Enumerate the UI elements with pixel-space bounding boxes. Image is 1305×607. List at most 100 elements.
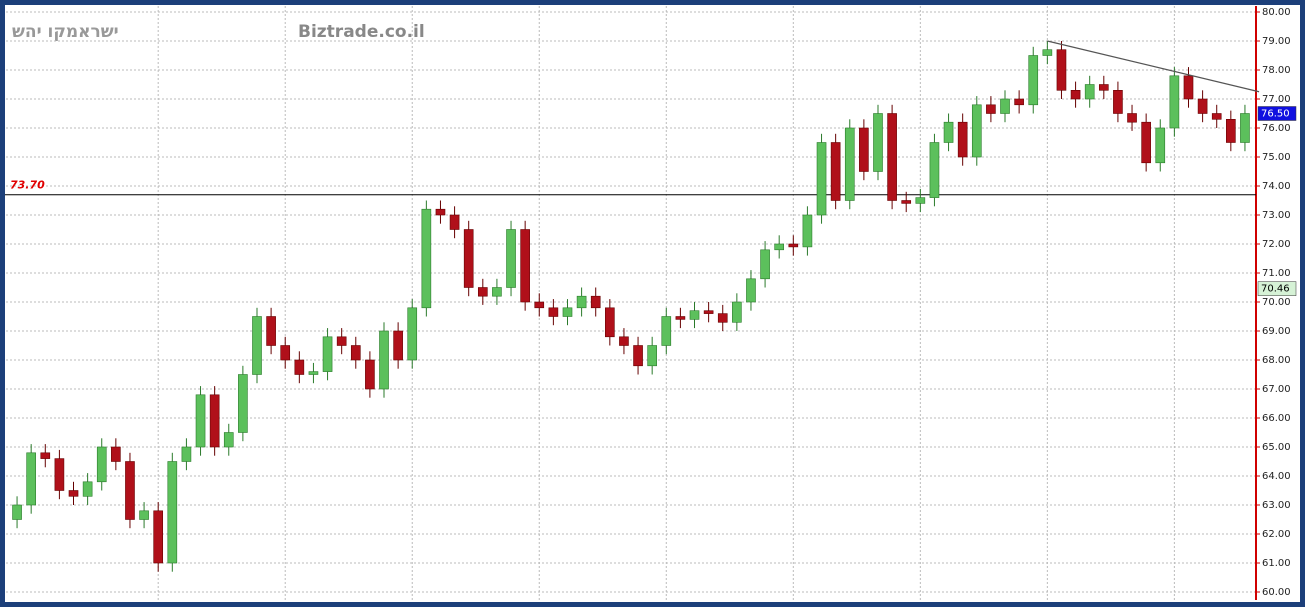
y-tick-label: 75.00 bbox=[1262, 152, 1291, 163]
candle-body bbox=[393, 330, 403, 361]
candle-body bbox=[421, 208, 432, 309]
candle-body bbox=[1113, 90, 1123, 114]
candle-body bbox=[1098, 84, 1109, 91]
candle-body bbox=[379, 330, 389, 390]
candle-body bbox=[915, 197, 926, 204]
horizontal-line-label: 73.70 bbox=[10, 179, 45, 192]
candle-body bbox=[153, 510, 164, 564]
candle-body bbox=[929, 142, 940, 198]
candle-body bbox=[746, 278, 756, 303]
candle-body bbox=[859, 127, 869, 172]
candle-body bbox=[957, 121, 968, 158]
candle-body bbox=[252, 316, 262, 375]
candle-body bbox=[68, 490, 79, 497]
candle-body bbox=[12, 504, 22, 520]
candle-body bbox=[732, 301, 742, 323]
candle-body bbox=[96, 446, 107, 483]
candle-body bbox=[1042, 49, 1053, 56]
y-tick-label: 72.00 bbox=[1262, 239, 1291, 250]
candle-body bbox=[590, 295, 601, 309]
candle-body bbox=[661, 316, 672, 346]
candle-body bbox=[1169, 75, 1180, 129]
candle-body bbox=[336, 336, 347, 346]
candle-body bbox=[1014, 98, 1024, 106]
candle-body bbox=[1155, 127, 1166, 164]
y-tick-label: 80.00 bbox=[1262, 7, 1291, 18]
candle-body bbox=[167, 461, 178, 564]
candle-body bbox=[209, 394, 220, 448]
candle-body bbox=[576, 295, 587, 309]
candle-body bbox=[703, 310, 714, 314]
candle-body bbox=[1183, 75, 1194, 100]
candle-body bbox=[1056, 49, 1067, 91]
candle-body bbox=[181, 446, 192, 462]
price-tag-label: 70.46 bbox=[1261, 284, 1290, 295]
candle-body bbox=[1070, 90, 1081, 100]
y-tick-label: 66.00 bbox=[1262, 413, 1291, 424]
candle-body bbox=[1197, 98, 1208, 114]
price-tag bbox=[1257, 281, 1297, 296]
candle-body bbox=[844, 127, 855, 201]
candle-body bbox=[986, 104, 996, 114]
y-tick-label: 60.00 bbox=[1262, 587, 1291, 598]
candle-body bbox=[647, 345, 657, 367]
y-tick-label: 76.00 bbox=[1262, 123, 1291, 134]
candle-body bbox=[195, 394, 206, 448]
y-tick-label: 70.00 bbox=[1262, 297, 1291, 308]
candle-body bbox=[435, 208, 446, 216]
y-tick-label: 78.00 bbox=[1262, 65, 1291, 76]
candle-body bbox=[308, 371, 319, 375]
candle-body bbox=[1240, 113, 1250, 143]
candle-body bbox=[82, 481, 93, 497]
y-tick-label: 63.00 bbox=[1262, 500, 1291, 511]
candle-body bbox=[1084, 84, 1095, 100]
candle-body bbox=[506, 229, 516, 288]
candle-body bbox=[322, 336, 333, 372]
chart-title: ישראמקו יהש bbox=[12, 22, 119, 42]
candle-body bbox=[1141, 121, 1151, 164]
candle-body bbox=[901, 200, 912, 204]
candle-body bbox=[1028, 55, 1039, 106]
candle-body bbox=[1211, 113, 1222, 120]
candle-body bbox=[1226, 119, 1236, 143]
candle-body bbox=[760, 249, 770, 280]
candle-body bbox=[717, 313, 728, 323]
y-tick-label: 73.00 bbox=[1262, 210, 1291, 221]
candle-body bbox=[619, 336, 629, 346]
candle-body bbox=[26, 452, 36, 506]
candle-body bbox=[633, 345, 643, 367]
candle-body bbox=[111, 446, 121, 462]
candle-body bbox=[125, 461, 135, 520]
candle-body bbox=[407, 307, 418, 361]
candle-body bbox=[1000, 98, 1010, 114]
y-tick-label: 67.00 bbox=[1262, 384, 1291, 395]
candle-body bbox=[534, 301, 545, 309]
candle-body bbox=[477, 287, 488, 297]
candle-body bbox=[139, 510, 149, 520]
candle-body bbox=[689, 310, 700, 320]
candle-body bbox=[830, 142, 841, 201]
y-tick-label: 61.00 bbox=[1262, 558, 1291, 569]
candle-body bbox=[294, 359, 305, 375]
candle-body bbox=[520, 229, 530, 303]
candle-body bbox=[492, 287, 502, 297]
candle-body bbox=[40, 452, 51, 459]
candle-body bbox=[548, 307, 559, 317]
candle-body bbox=[266, 316, 276, 346]
candle-body bbox=[788, 243, 799, 248]
y-tick-label: 68.00 bbox=[1262, 355, 1291, 366]
plot-background bbox=[5, 5, 1300, 602]
candle-body bbox=[605, 307, 615, 338]
candle-body bbox=[816, 142, 827, 216]
candle-body bbox=[1127, 113, 1137, 123]
candle-body bbox=[675, 316, 686, 320]
y-tick-label: 64.00 bbox=[1262, 471, 1291, 482]
trend-line bbox=[1047, 40, 1260, 93]
candle-body bbox=[873, 113, 883, 172]
candle-body bbox=[54, 458, 65, 491]
y-tick-label: 65.00 bbox=[1262, 442, 1291, 453]
candle-body bbox=[449, 214, 460, 230]
y-tick-label: 77.00 bbox=[1262, 94, 1291, 105]
